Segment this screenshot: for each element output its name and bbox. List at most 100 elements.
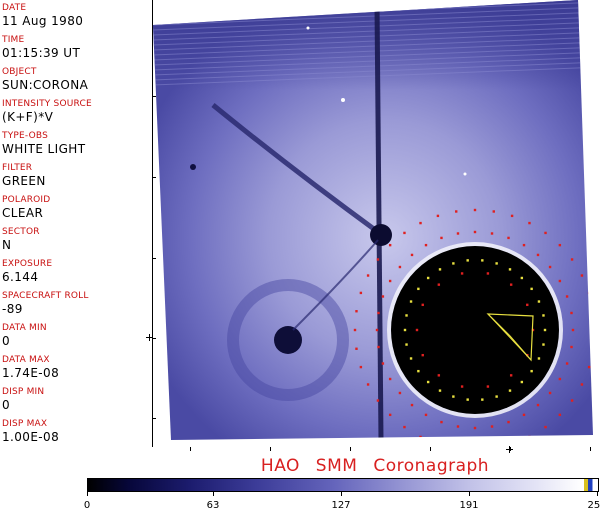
header-field: FILTER GREEN (2, 163, 150, 188)
header-field-value: CLEAR (2, 206, 44, 220)
occulter-marker (531, 328, 535, 332)
occulter-marker (509, 283, 513, 286)
dust-spot (274, 326, 302, 354)
occulter-marker (376, 258, 380, 261)
header-field-value: 11 Aug 1980 (2, 14, 84, 28)
occulter-marker (410, 403, 414, 407)
colorbar-tick-label: 63 (206, 500, 220, 511)
occulter-marker (481, 398, 484, 401)
occulter-marker (486, 272, 490, 275)
occulter-marker (410, 253, 414, 257)
header-field-value: N (2, 238, 12, 252)
header-field: DISP MIN 0 (2, 387, 150, 412)
frame-tick (152, 258, 156, 259)
dust-ring (227, 279, 349, 401)
frame-tick (270, 447, 271, 451)
occulter-marker (375, 328, 379, 332)
occulter-marker (528, 221, 531, 225)
occulter-marker (570, 258, 574, 261)
header-field: TIME 01:15:39 UT (2, 35, 150, 60)
header-field-label: DISP MAX (2, 419, 48, 429)
occulter-marker (537, 357, 541, 360)
occulter-marker (544, 425, 547, 429)
occulter-marker (570, 311, 573, 315)
header-field: POLAROID CLEAR (2, 195, 150, 220)
header-field-value: SUN:CORONA (2, 78, 89, 92)
occulter-marker (419, 435, 422, 439)
occulter-marker (571, 328, 575, 332)
occulter-marker (565, 295, 569, 298)
frame-tick (152, 418, 156, 419)
occulter-marker (455, 210, 458, 213)
occulter-marker (403, 328, 407, 332)
occulter-marker (355, 347, 358, 350)
occulter-markers (353, 208, 591, 439)
occulter-marker (403, 425, 406, 429)
frame-tick (152, 96, 156, 97)
occulter-marker (377, 345, 380, 349)
occulter-marker (481, 259, 484, 262)
occulter-marker (437, 283, 441, 286)
occulter-marker (508, 389, 512, 392)
occulter-marker (522, 243, 526, 247)
occulter-marker (452, 395, 455, 398)
occulter-marker (381, 362, 385, 365)
header-field-label: POLAROID (2, 195, 51, 205)
occulter-marker (486, 385, 490, 388)
header-field-label: FILTER (2, 163, 33, 173)
frame-tick (149, 334, 150, 341)
occulter-marker (456, 232, 460, 235)
header-field: EXPOSURE 6.144 (2, 259, 150, 284)
bright-point (341, 98, 345, 102)
occulter-marker (405, 343, 408, 346)
frame-tick (152, 177, 156, 178)
header-field-label: OBJECT (2, 67, 37, 77)
occulter-marker (409, 357, 413, 360)
occulter-marker (490, 232, 494, 235)
occulter-marker (456, 425, 460, 428)
occulter-marker (520, 380, 524, 384)
occulter-marker (426, 276, 430, 280)
occulter-marker (490, 425, 494, 428)
header-field-label: SECTOR (2, 227, 40, 237)
occulter-marker (417, 369, 420, 373)
occulter-marker (473, 208, 477, 212)
occulter-marker (440, 420, 443, 424)
colorbar-tick (213, 492, 214, 496)
header-field: SECTOR N (2, 227, 150, 252)
occulter-marker (353, 328, 357, 332)
occulter-marker (536, 253, 540, 257)
occulter-marker (587, 291, 591, 295)
occulter-marker (570, 345, 573, 349)
occulter-marker (460, 385, 464, 388)
pylon-knob (370, 224, 392, 246)
occulter-marker (417, 287, 420, 291)
occulter-marker (424, 243, 428, 247)
occulter-marker (355, 310, 358, 313)
header-field-value: 1.74E-08 (2, 366, 60, 380)
occulter-marker (580, 274, 584, 277)
occulter-marker (452, 262, 455, 265)
occulter-marker (473, 426, 477, 430)
occulter-marker (548, 265, 552, 269)
occulter-marker (544, 231, 547, 235)
occulter-marker (530, 287, 533, 291)
colorbar-tick (469, 492, 470, 496)
occulter-marker (437, 374, 441, 377)
header-field: TYPE-OBS WHITE LIGHT (2, 131, 150, 156)
header-field-value: 1.00E-08 (2, 430, 60, 444)
header-field: DATE 11 Aug 1980 (2, 3, 150, 28)
occulter-marker (522, 413, 526, 417)
occulter-marker (388, 243, 392, 247)
colorbar-tick (597, 492, 598, 496)
colorbar-tick-label: 255 (587, 500, 600, 511)
frame-tick (590, 447, 591, 451)
occulter-marker (359, 291, 363, 295)
dark-speck (190, 164, 196, 170)
header-field: INTENSITY SOURCE (K+F)*V (2, 99, 150, 124)
occulter-marker (376, 399, 380, 402)
occulter-marker (409, 300, 413, 303)
occulter-marker (543, 328, 547, 332)
occulter-marker (366, 274, 370, 277)
instrument-title: HAO SMM Coronagraph (260, 456, 490, 476)
